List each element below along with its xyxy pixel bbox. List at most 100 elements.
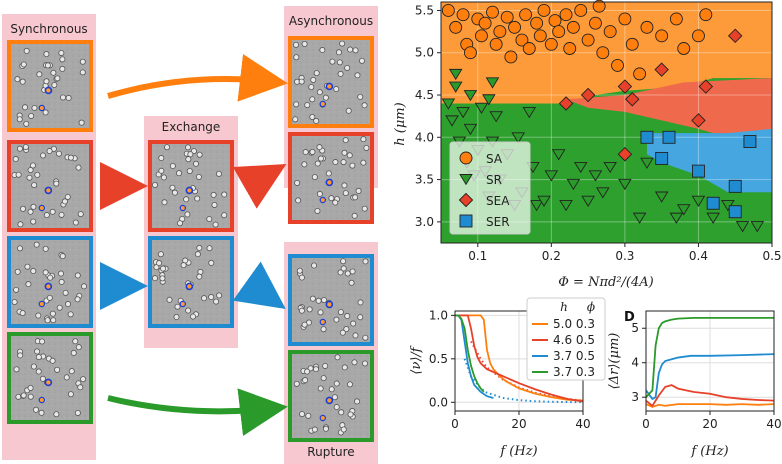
point-sa — [449, 20, 463, 34]
particle — [60, 94, 67, 101]
series-line-4.6-0.5 — [455, 314, 584, 403]
point-sa — [563, 42, 577, 55]
point-sa — [574, 4, 588, 17]
tracked-particle — [319, 100, 326, 108]
point-sa — [463, 46, 477, 60]
series-line-4.6-0.5 — [645, 384, 775, 408]
particle — [43, 51, 50, 58]
particle — [322, 362, 329, 369]
particle — [187, 151, 194, 158]
point-sr — [445, 115, 459, 127]
particle — [22, 144, 29, 151]
legend-label-sea: SEA — [486, 194, 510, 208]
series-line-3.7-0.3 — [645, 316, 774, 398]
particle — [53, 180, 60, 187]
particle — [15, 171, 22, 178]
particle — [72, 338, 79, 345]
particle — [195, 173, 202, 180]
point-sa — [633, 67, 647, 81]
particle — [47, 274, 54, 281]
point-sr — [456, 106, 470, 119]
particle — [311, 426, 318, 433]
region-sea — [566, 78, 772, 138]
particle — [75, 344, 82, 351]
particle — [208, 259, 215, 266]
region-ser — [646, 128, 772, 193]
particle — [156, 260, 163, 267]
particle — [313, 117, 320, 124]
particle — [292, 116, 299, 123]
particle — [190, 313, 197, 320]
particle — [36, 71, 43, 78]
particle — [77, 211, 84, 218]
point-sea — [580, 87, 596, 103]
particle — [298, 307, 305, 314]
point-ser — [640, 130, 654, 144]
arrow-exchange-to-asynchronous — [232, 164, 287, 209]
point-sa — [515, 33, 529, 47]
particle — [337, 70, 344, 77]
particle — [161, 199, 168, 206]
xtick-label: 0 — [451, 417, 459, 431]
particle — [166, 296, 173, 303]
particle — [25, 281, 32, 288]
particle — [201, 295, 208, 302]
legend-label: 3.7 0.3 — [553, 365, 595, 379]
particle — [221, 212, 228, 219]
particle — [81, 283, 88, 290]
particle — [34, 348, 41, 355]
point-sa — [566, 20, 580, 34]
particle — [206, 216, 213, 223]
particle — [340, 426, 347, 433]
point-sa — [559, 8, 573, 22]
phase-ytick-label: 5.0 — [415, 46, 434, 60]
particle — [58, 211, 65, 218]
particle — [31, 104, 38, 111]
point-sr — [706, 212, 720, 224]
point-sr — [474, 102, 489, 114]
particle — [26, 174, 33, 181]
phase-axes-frame — [440, 1, 773, 244]
frame-border-rupture-ser — [288, 254, 374, 346]
particle — [316, 89, 323, 96]
particle — [49, 310, 56, 317]
frame-border-sync-sr — [7, 332, 93, 424]
particle — [192, 160, 199, 167]
xtick-label: 20 — [702, 417, 717, 431]
particle — [158, 167, 165, 174]
particle — [196, 151, 203, 158]
particle — [13, 286, 20, 293]
particle — [313, 70, 320, 77]
ytick-label: 4 — [631, 356, 639, 370]
particle — [42, 109, 49, 116]
frame-border-sync-ser — [7, 236, 93, 328]
particle — [169, 163, 176, 170]
point-sa — [611, 58, 624, 72]
point-sr — [676, 204, 691, 216]
point-sr — [522, 106, 537, 119]
tracked-particle — [44, 186, 53, 195]
tracked-particle — [38, 300, 46, 308]
point-sr — [489, 111, 503, 123]
point-sa — [618, 12, 632, 26]
particle — [341, 364, 348, 371]
particle — [296, 267, 303, 274]
tracked-particle — [38, 204, 46, 212]
particle — [340, 159, 347, 166]
point-sa — [522, 42, 536, 55]
particle — [174, 303, 181, 310]
particle — [164, 144, 171, 151]
particle — [14, 76, 21, 83]
particle — [32, 406, 39, 413]
point-sr — [750, 221, 765, 233]
particle — [336, 59, 343, 66]
legend-marker-ser — [459, 214, 473, 228]
particle — [208, 294, 215, 301]
particle — [51, 82, 58, 89]
point-sea — [698, 79, 714, 94]
particle — [216, 292, 223, 299]
particle — [331, 394, 338, 401]
particle — [57, 270, 64, 277]
point-sa — [677, 42, 691, 55]
series-line-3.7-0.5 — [455, 314, 494, 399]
